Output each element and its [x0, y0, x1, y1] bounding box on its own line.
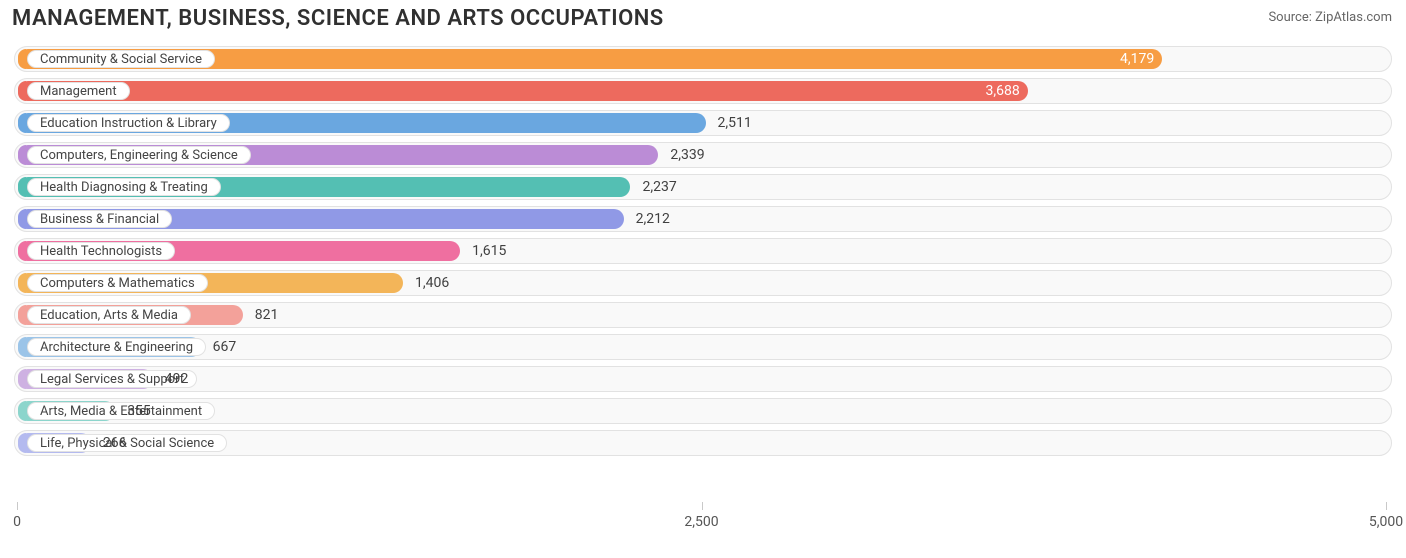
- bar-cap: [18, 337, 26, 357]
- bar-track: Legal Services & Support492: [14, 366, 1392, 392]
- bar-value: 667: [213, 339, 237, 355]
- bar-value: 492: [165, 371, 189, 387]
- bar-track: Business & Financial 2,212: [14, 206, 1392, 232]
- bar-value: 3,688: [986, 83, 1020, 99]
- bar-row: Life, Physical & Social Science266: [14, 430, 1392, 456]
- bar-row: Education Instruction & Library 2,511: [14, 110, 1392, 136]
- category-label: Computers, Engineering & Science: [27, 146, 251, 164]
- bar-row: Computers, Engineering & Science 2,339: [14, 142, 1392, 168]
- bar-row: Management 3,688: [14, 78, 1392, 104]
- bar-track: Health Technologists 1,615: [14, 238, 1392, 264]
- bar-value: 1,406: [415, 275, 449, 291]
- x-tick-label: 2,500: [684, 514, 718, 530]
- bar-row: Community & Social Service 4,179: [14, 46, 1392, 72]
- occupations-bar-chart: MANAGEMENT, BUSINESS, SCIENCE AND ARTS O…: [0, 0, 1406, 558]
- category-label: Computers & Mathematics: [27, 274, 208, 292]
- bar-cap: [18, 49, 26, 69]
- bar-cap: [18, 177, 26, 197]
- category-label: Health Technologists: [27, 242, 175, 260]
- bar-value: 821: [255, 307, 279, 323]
- bar-track: Education Instruction & Library 2,511: [14, 110, 1392, 136]
- category-label: Health Diagnosing & Treating: [27, 178, 221, 196]
- bar-value: 2,212: [636, 211, 670, 227]
- bar-value: 266: [103, 435, 127, 451]
- bar-value: 2,511: [718, 115, 752, 131]
- category-label: Arts, Media & Entertainment: [27, 402, 215, 420]
- bar-cap: [18, 369, 26, 389]
- bar-cap: [18, 401, 26, 421]
- bar-row: Architecture & Engineering 667: [14, 334, 1392, 360]
- bar-cap: [18, 209, 26, 229]
- x-tick-label: 0: [13, 514, 21, 530]
- bar-value: 2,339: [670, 147, 704, 163]
- bar-row: Arts, Media & Entertainment355: [14, 398, 1392, 424]
- bar-track: Computers & Mathematics 1,406: [14, 270, 1392, 296]
- bar-value: 4,179: [1120, 51, 1154, 67]
- chart-title: MANAGEMENT, BUSINESS, SCIENCE AND ARTS O…: [12, 6, 664, 31]
- bar-cap: [18, 113, 26, 133]
- bar-track: Management 3,688: [14, 78, 1392, 104]
- bar-cap: [18, 433, 26, 453]
- bar-track: Education, Arts & Media 821: [14, 302, 1392, 328]
- bar-value: 355: [127, 403, 151, 419]
- bar-track: Architecture & Engineering 667: [14, 334, 1392, 360]
- bar-row: Business & Financial 2,212: [14, 206, 1392, 232]
- plot-area: Community & Social Service 4,179 Managemen…: [14, 46, 1392, 534]
- bars-container: Community & Social Service 4,179 Managemen…: [14, 46, 1392, 504]
- x-tick-label: 5,000: [1369, 514, 1403, 530]
- chart-source: Source: ZipAtlas.com: [1268, 10, 1392, 25]
- category-label: Education, Arts & Media: [27, 306, 191, 324]
- bar-value: 1,615: [472, 243, 506, 259]
- bar-fill: [18, 81, 1028, 101]
- source-label: Source:: [1268, 10, 1311, 25]
- bar-track: Community & Social Service 4,179: [14, 46, 1392, 72]
- bar-row: Health Diagnosing & Treating 2,237: [14, 174, 1392, 200]
- source-name: ZipAtlas.com: [1315, 10, 1392, 25]
- category-label: Life, Physical & Social Science: [27, 434, 227, 452]
- bar-track: Arts, Media & Entertainment355: [14, 398, 1392, 424]
- bar-track: Health Diagnosing & Treating 2,237: [14, 174, 1392, 200]
- bar-row: Legal Services & Support492: [14, 366, 1392, 392]
- bar-row: Health Technologists 1,615: [14, 238, 1392, 264]
- x-tick: [702, 502, 703, 510]
- bar-row: Education, Arts & Media 821: [14, 302, 1392, 328]
- bar-cap: [18, 241, 26, 261]
- category-label: Business & Financial: [27, 210, 172, 228]
- bar-cap: [18, 305, 26, 325]
- bar-track: Life, Physical & Social Science266: [14, 430, 1392, 456]
- x-axis: 02,5005,000: [14, 510, 1392, 530]
- bar-track: Computers, Engineering & Science 2,339: [14, 142, 1392, 168]
- category-label: Management: [27, 82, 130, 100]
- bar-cap: [18, 81, 26, 101]
- category-label: Community & Social Service: [27, 50, 215, 68]
- x-tick: [17, 502, 18, 510]
- x-tick: [1386, 502, 1387, 510]
- bar-row: Computers & Mathematics 1,406: [14, 270, 1392, 296]
- bar-cap: [18, 273, 26, 293]
- category-label: Education Instruction & Library: [27, 114, 230, 132]
- bar-cap: [18, 145, 26, 165]
- bar-value: 2,237: [642, 179, 676, 195]
- category-label: Architecture & Engineering: [27, 338, 206, 356]
